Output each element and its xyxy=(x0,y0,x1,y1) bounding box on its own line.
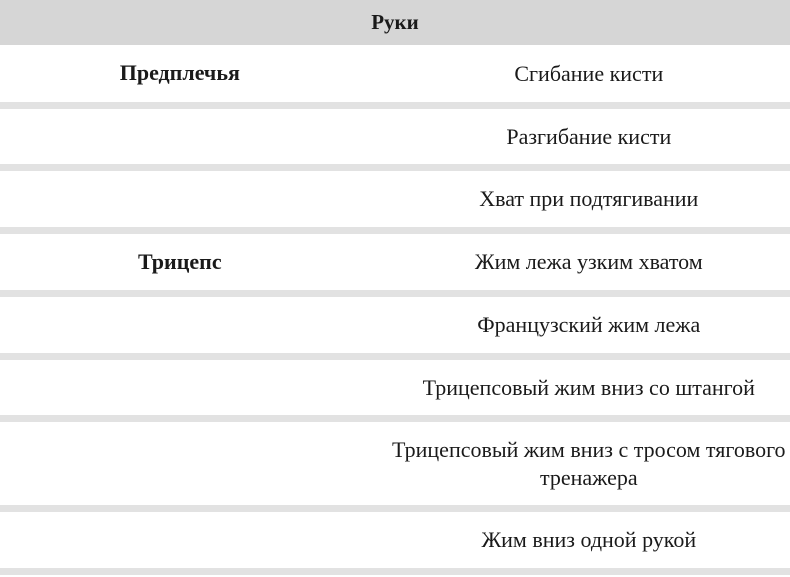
row-separator xyxy=(0,505,790,512)
row-separator xyxy=(0,290,790,297)
row-separator xyxy=(0,415,790,422)
muscle-group-cell: Трицепс xyxy=(0,234,360,291)
muscle-group-cell xyxy=(0,311,360,339)
muscle-group-cell: Предплечья xyxy=(0,45,360,102)
exercise-cell: Сгибание кисти xyxy=(360,46,790,102)
row-separator xyxy=(0,164,790,171)
row-separator xyxy=(0,353,790,360)
table-row: Разгибание кисти xyxy=(0,109,790,165)
table-row: Трицепс Жим лежа узким хватом xyxy=(0,234,790,291)
row-separator xyxy=(0,568,790,575)
exercise-cell: Трицепсовый жим вниз с тросом тягового т… xyxy=(360,422,790,505)
table-row: Предплечья Сгибание кисти xyxy=(0,45,790,102)
exercise-table: Руки Предплечья Сгибание кисти Разгибани… xyxy=(0,0,790,575)
muscle-group-cell xyxy=(0,450,360,478)
row-separator xyxy=(0,102,790,109)
exercise-cell: Разгибание кисти xyxy=(360,109,790,165)
exercise-cell: Хват при подтягивании xyxy=(360,171,790,227)
table-row: Жим вниз одной рукой xyxy=(0,512,790,568)
exercise-cell: Французский жим лежа xyxy=(360,297,790,353)
table-header: Руки xyxy=(0,0,790,45)
muscle-group-cell xyxy=(0,185,360,213)
table-row: Трицепсовый жим вниз со штангой xyxy=(0,360,790,416)
exercise-cell: Жим лежа узким хватом xyxy=(360,234,790,290)
row-separator xyxy=(0,227,790,234)
exercise-cell: Жим вниз одной рукой xyxy=(360,512,790,568)
muscle-group-cell xyxy=(0,373,360,401)
table-row: Хват при подтягивании xyxy=(0,171,790,227)
table-row: Французский жим лежа xyxy=(0,297,790,353)
table-row: Трицепсовый жим вниз с тросом тягового т… xyxy=(0,422,790,505)
muscle-group-cell xyxy=(0,526,360,554)
muscle-group-cell xyxy=(0,122,360,150)
exercise-cell: Трицепсовый жим вниз со штангой xyxy=(360,360,790,416)
